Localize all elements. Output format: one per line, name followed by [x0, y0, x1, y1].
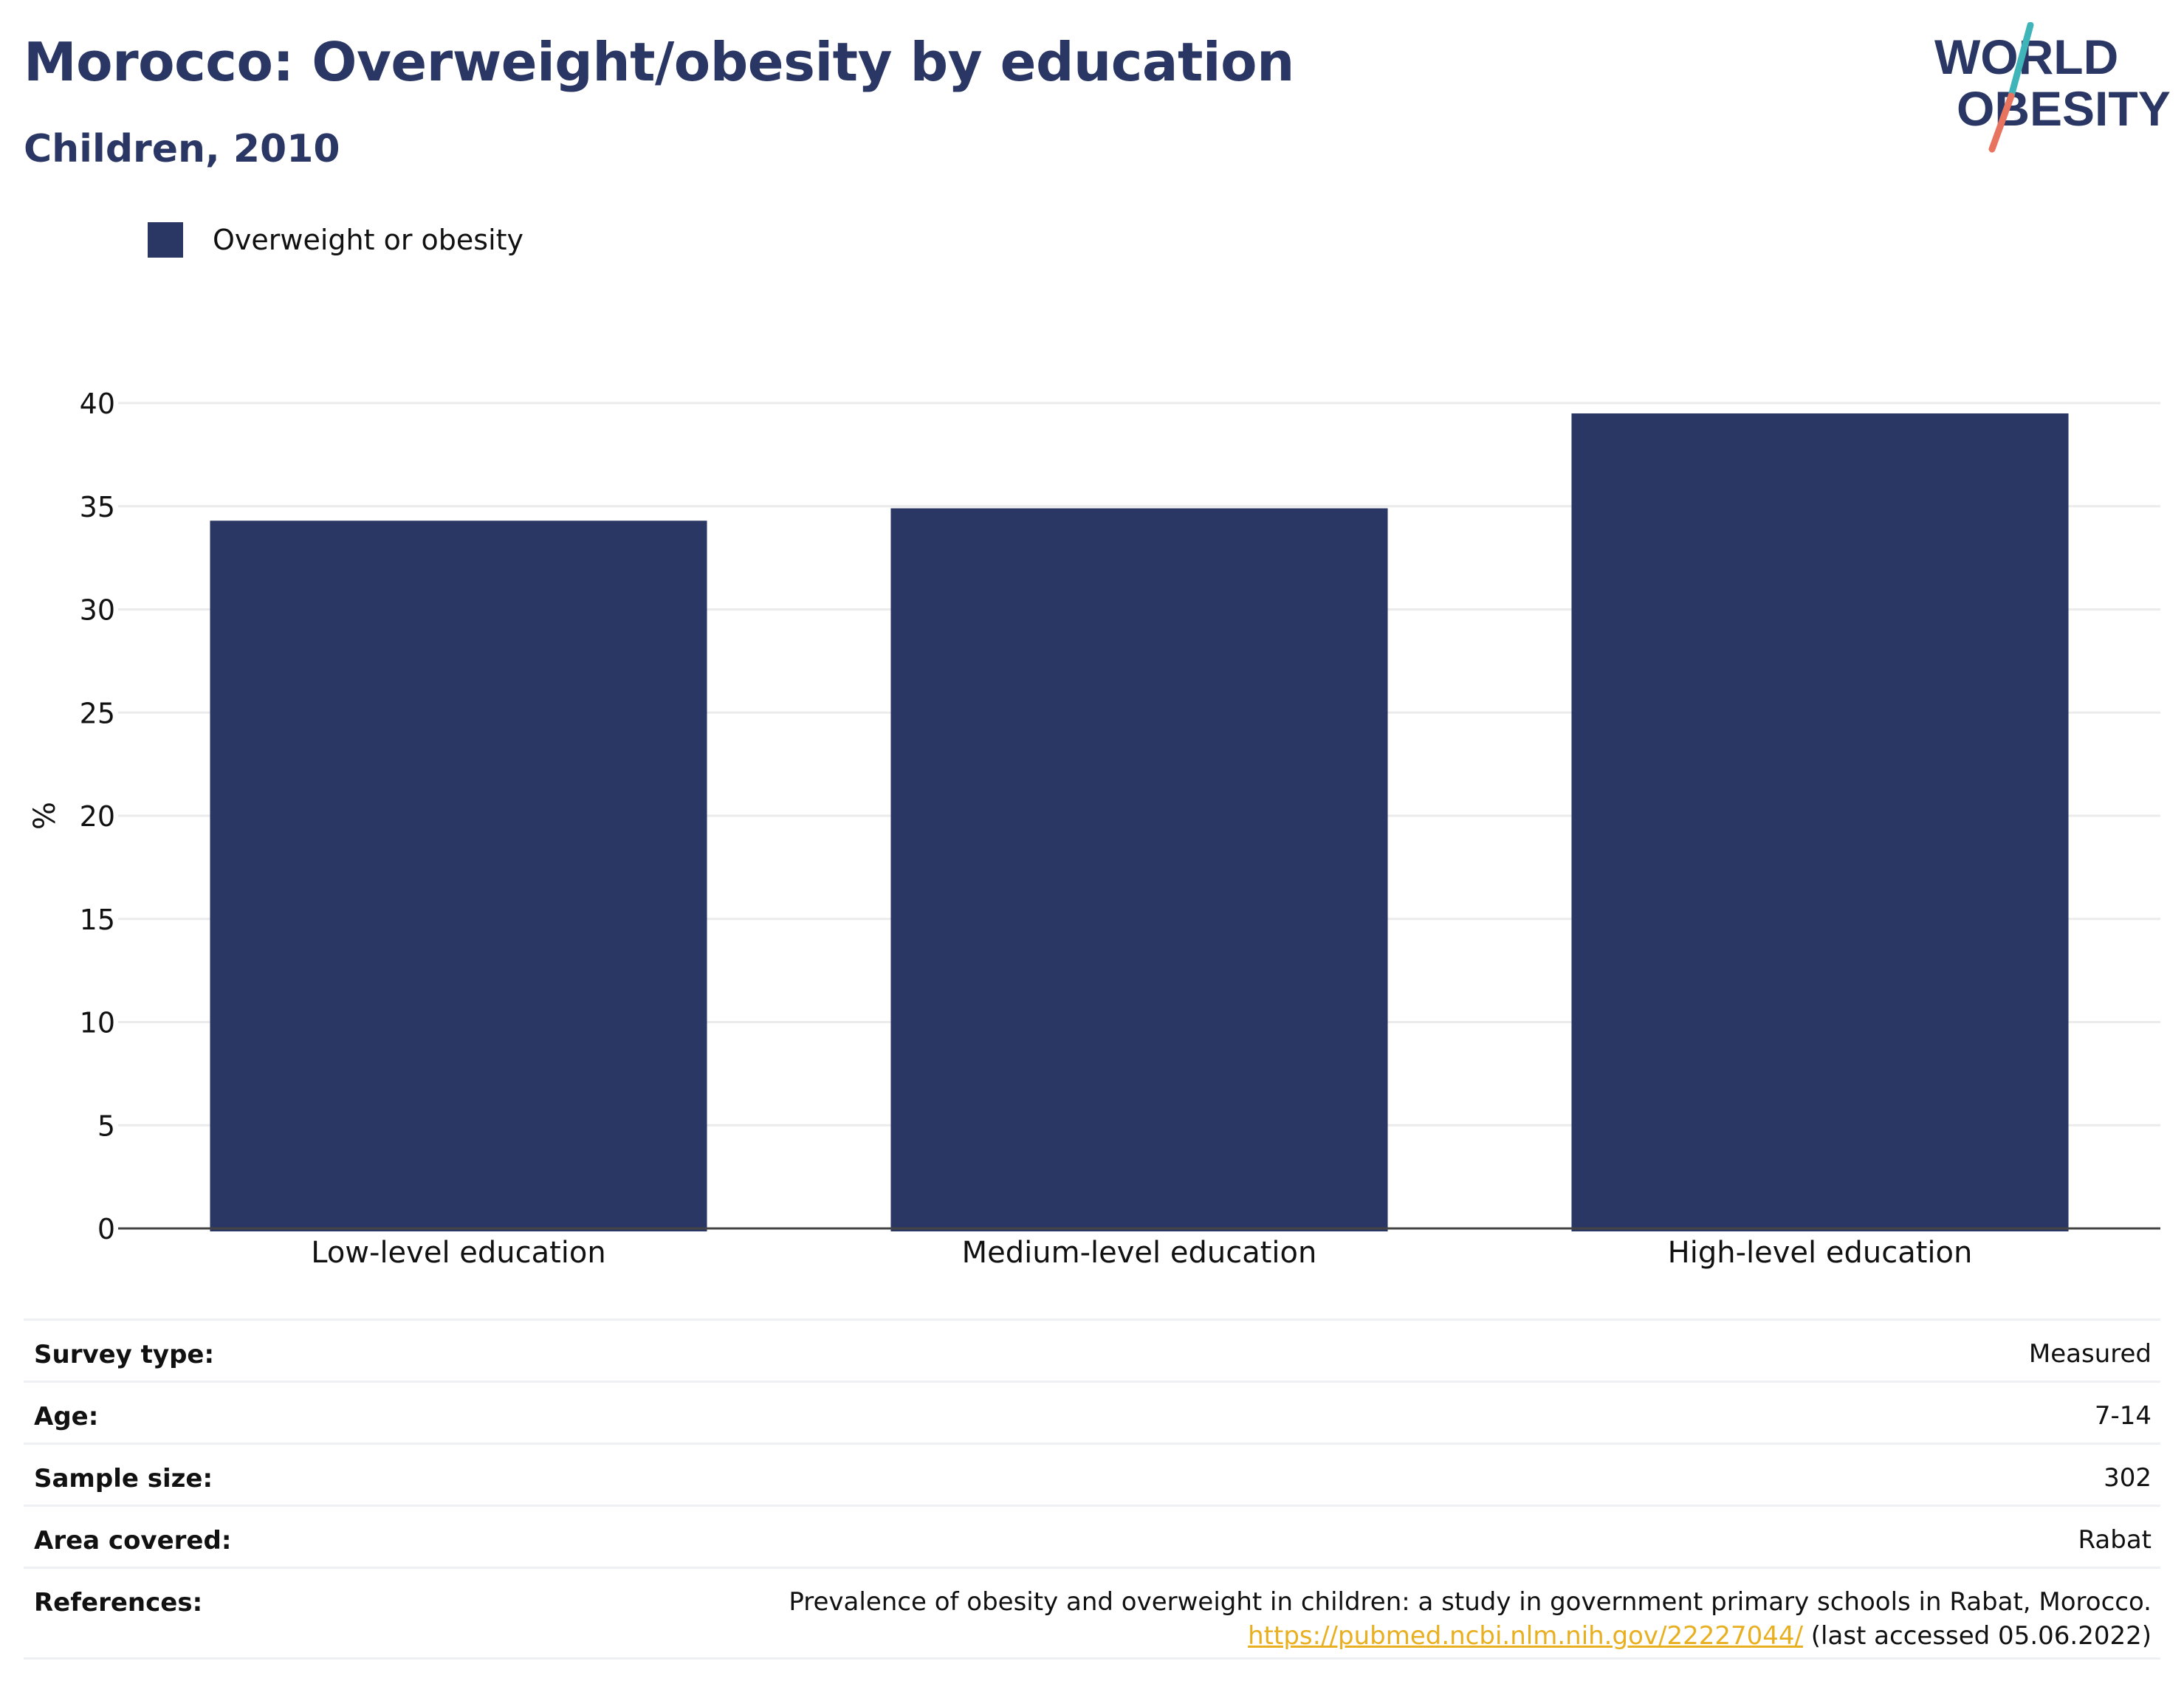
legend[interactable]: Overweight or obesity	[148, 221, 523, 258]
axes: 0 5 10 15 20 25 30 35 40 Low-level education Mediu…	[28, 388, 2160, 1270]
y-tick-label: 25	[80, 697, 115, 729]
y-tick-label: 0	[97, 1213, 115, 1245]
meta-label: Area covered:	[34, 1526, 232, 1555]
bar[interactable]	[210, 520, 707, 1231]
y-tick-label: 5	[97, 1110, 115, 1142]
y-tick-label: 20	[80, 800, 115, 833]
y-tick-label: 30	[80, 594, 115, 627]
meta-row-age: Age: 7-14	[24, 1381, 2160, 1443]
logo-slash-teal	[2008, 22, 2034, 100]
y-tick-label: 15	[80, 904, 115, 936]
meta-row-area-covered: Area covered: Rabat	[24, 1505, 2160, 1567]
meta-row-sample-size: Sample size: 302	[24, 1443, 2160, 1505]
bar-chart: 0 5 10 15 20 25 30 35 40 Low-level education Mediu…	[28, 388, 2160, 1270]
y-axis-label: %	[28, 802, 62, 830]
chart-subtitle: Children, 2010	[24, 127, 340, 171]
logo-line-obesity: OBESITY	[1957, 81, 2171, 136]
bars	[210, 413, 2069, 1231]
meta-value: 7-14	[2094, 1401, 2152, 1431]
meta-label: Survey type:	[34, 1340, 215, 1369]
logo-slash-coral	[1988, 92, 2015, 153]
meta-row-references: References: Prevalence of obesity and ov…	[24, 1567, 2160, 1660]
y-tick-label: 10	[80, 1007, 115, 1039]
world-obesity-logo: WORLD OBESITY	[1934, 22, 2171, 153]
reference-text: Prevalence of obesity and overweight in …	[789, 1587, 2152, 1617]
legend-swatch	[148, 222, 183, 258]
metadata-table: Survey type: Measured Age: 7-14 Sample s…	[24, 1318, 2160, 1660]
reference-link[interactable]: https://pubmed.ncbi.nlm.nih.gov/22227044…	[1248, 1621, 1803, 1651]
meta-label: Age:	[34, 1402, 99, 1431]
meta-row-survey-type: Survey type: Measured	[24, 1318, 2160, 1381]
meta-label: Sample size:	[34, 1464, 213, 1493]
x-tick-label: High-level education	[1668, 1236, 1973, 1270]
x-tick-label: Low-level education	[311, 1236, 606, 1270]
bar[interactable]	[890, 508, 1388, 1231]
meta-label: References:	[34, 1588, 203, 1617]
meta-value: Measured	[2028, 1339, 2152, 1369]
meta-value: 302	[2104, 1463, 2152, 1493]
x-tick-label: Medium-level education	[962, 1236, 1317, 1270]
legend-label: Overweight or obesity	[213, 224, 524, 256]
reference-accessed: (last accessed 05.06.2022)	[1810, 1621, 2152, 1651]
references-value: Prevalence of obesity and overweight in …	[789, 1585, 2152, 1653]
bar[interactable]	[1571, 413, 2069, 1231]
meta-value: Rabat	[2078, 1525, 2152, 1555]
y-tick-label: 35	[80, 491, 115, 523]
chart-title: Morocco: Overweight/obesity by education	[24, 31, 1294, 93]
y-tick-label: 40	[80, 388, 115, 420]
